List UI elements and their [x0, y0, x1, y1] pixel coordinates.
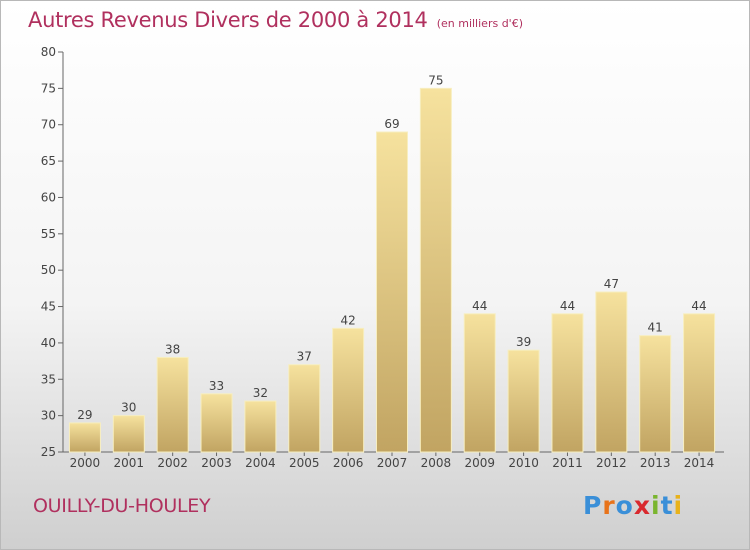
chart-title-block: Autres Revenus Divers de 2000 à 2014 (en…: [28, 8, 523, 32]
y-tick-label: 75: [41, 81, 56, 95]
x-tick-label-2003: 2003: [201, 456, 232, 470]
data-labels: 29 30 38 33 32 37 42 69 75 44 39 44 47 41 44: [77, 73, 706, 422]
y-tick-label: 65: [41, 154, 56, 168]
x-tick-label-2010: 2010: [508, 456, 539, 470]
x-axis: 2000 2001 2002 2003 2004 2005 2006 2007 2008 2009…: [63, 451, 724, 470]
bar-2013: [639, 335, 672, 453]
bar-2002: [156, 356, 189, 453]
logo-letter: i: [651, 491, 661, 520]
y-tick-label: 30: [41, 409, 56, 423]
x-tick-label-2012: 2012: [596, 456, 627, 470]
bar-2005: [288, 364, 321, 453]
data-label-2004: 32: [253, 386, 268, 400]
data-label-2008: 75: [428, 73, 443, 87]
data-label-2011: 44: [560, 299, 575, 313]
data-label-2012: 47: [604, 277, 619, 291]
y-tick-label: 45: [41, 300, 56, 314]
y-tick-label: 40: [41, 336, 56, 350]
logo-letter: P: [583, 491, 603, 520]
data-label-2010: 39: [516, 335, 531, 349]
x-tick-label-2000: 2000: [70, 456, 101, 470]
y-tick-label: 60: [41, 190, 56, 204]
x-tick-label-2002: 2002: [157, 456, 188, 470]
x-tick-label-2001: 2001: [114, 456, 145, 470]
data-label-2009: 44: [472, 299, 487, 313]
data-label-2000: 29: [77, 408, 92, 422]
chart-title: Autres Revenus Divers de 2000 à 2014: [28, 8, 428, 32]
x-tick-label-2004: 2004: [245, 456, 276, 470]
bar-2007: [376, 131, 408, 453]
bar-2010: [507, 349, 540, 453]
commune-name: OUILLY-DU-HOULEY: [33, 495, 211, 517]
x-tick-label-2008: 2008: [421, 456, 452, 470]
data-label-2003: 33: [209, 379, 224, 393]
bar-2006: [332, 327, 365, 453]
data-label-2001: 30: [121, 401, 136, 415]
bar-2003: [200, 393, 233, 453]
bar-2000: [68, 422, 101, 453]
logo-letter: x: [633, 491, 651, 520]
x-tick-label-2014: 2014: [684, 456, 715, 470]
data-label-2007: 69: [384, 117, 399, 131]
x-tick-label-2013: 2013: [640, 456, 671, 470]
data-label-2014: 44: [691, 299, 706, 313]
bar-2008: [419, 87, 452, 453]
logo-letter: r: [602, 491, 616, 520]
y-tick-label: 50: [41, 263, 56, 277]
data-label-2006: 42: [340, 313, 355, 327]
x-tick-label-2007: 2007: [377, 456, 408, 470]
bar-2009: [463, 313, 496, 453]
logo-letter: o: [615, 491, 634, 520]
bar-2001: [112, 415, 145, 453]
logo-letter: t: [660, 491, 674, 520]
bar-series: [68, 87, 716, 453]
x-tick-label-2011: 2011: [552, 456, 583, 470]
y-tick-label: 80: [41, 45, 56, 59]
y-tick-label: 25: [41, 445, 56, 459]
x-tick-label-2009: 2009: [464, 456, 495, 470]
bar-2011: [551, 313, 584, 453]
data-label-2005: 37: [297, 350, 312, 364]
chart-unit-note: (en milliers d'€): [436, 17, 523, 30]
bar-2004: [244, 400, 277, 453]
bar-2012: [595, 291, 628, 453]
y-axis: 25 30 35 40 45 50 55 60 65 70 75 80: [41, 45, 64, 459]
x-tick-label-2006: 2006: [333, 456, 364, 470]
data-label-2013: 41: [648, 321, 663, 335]
y-tick-label: 35: [41, 372, 56, 386]
proxiti-logo[interactable]: Proxiti: [583, 491, 683, 520]
data-label-2002: 38: [165, 342, 180, 356]
x-tick-label-2005: 2005: [289, 456, 320, 470]
y-tick-label: 55: [41, 227, 56, 241]
bar-2014: [683, 313, 716, 453]
logo-letter: i: [673, 491, 684, 520]
y-tick-label: 70: [41, 118, 56, 132]
